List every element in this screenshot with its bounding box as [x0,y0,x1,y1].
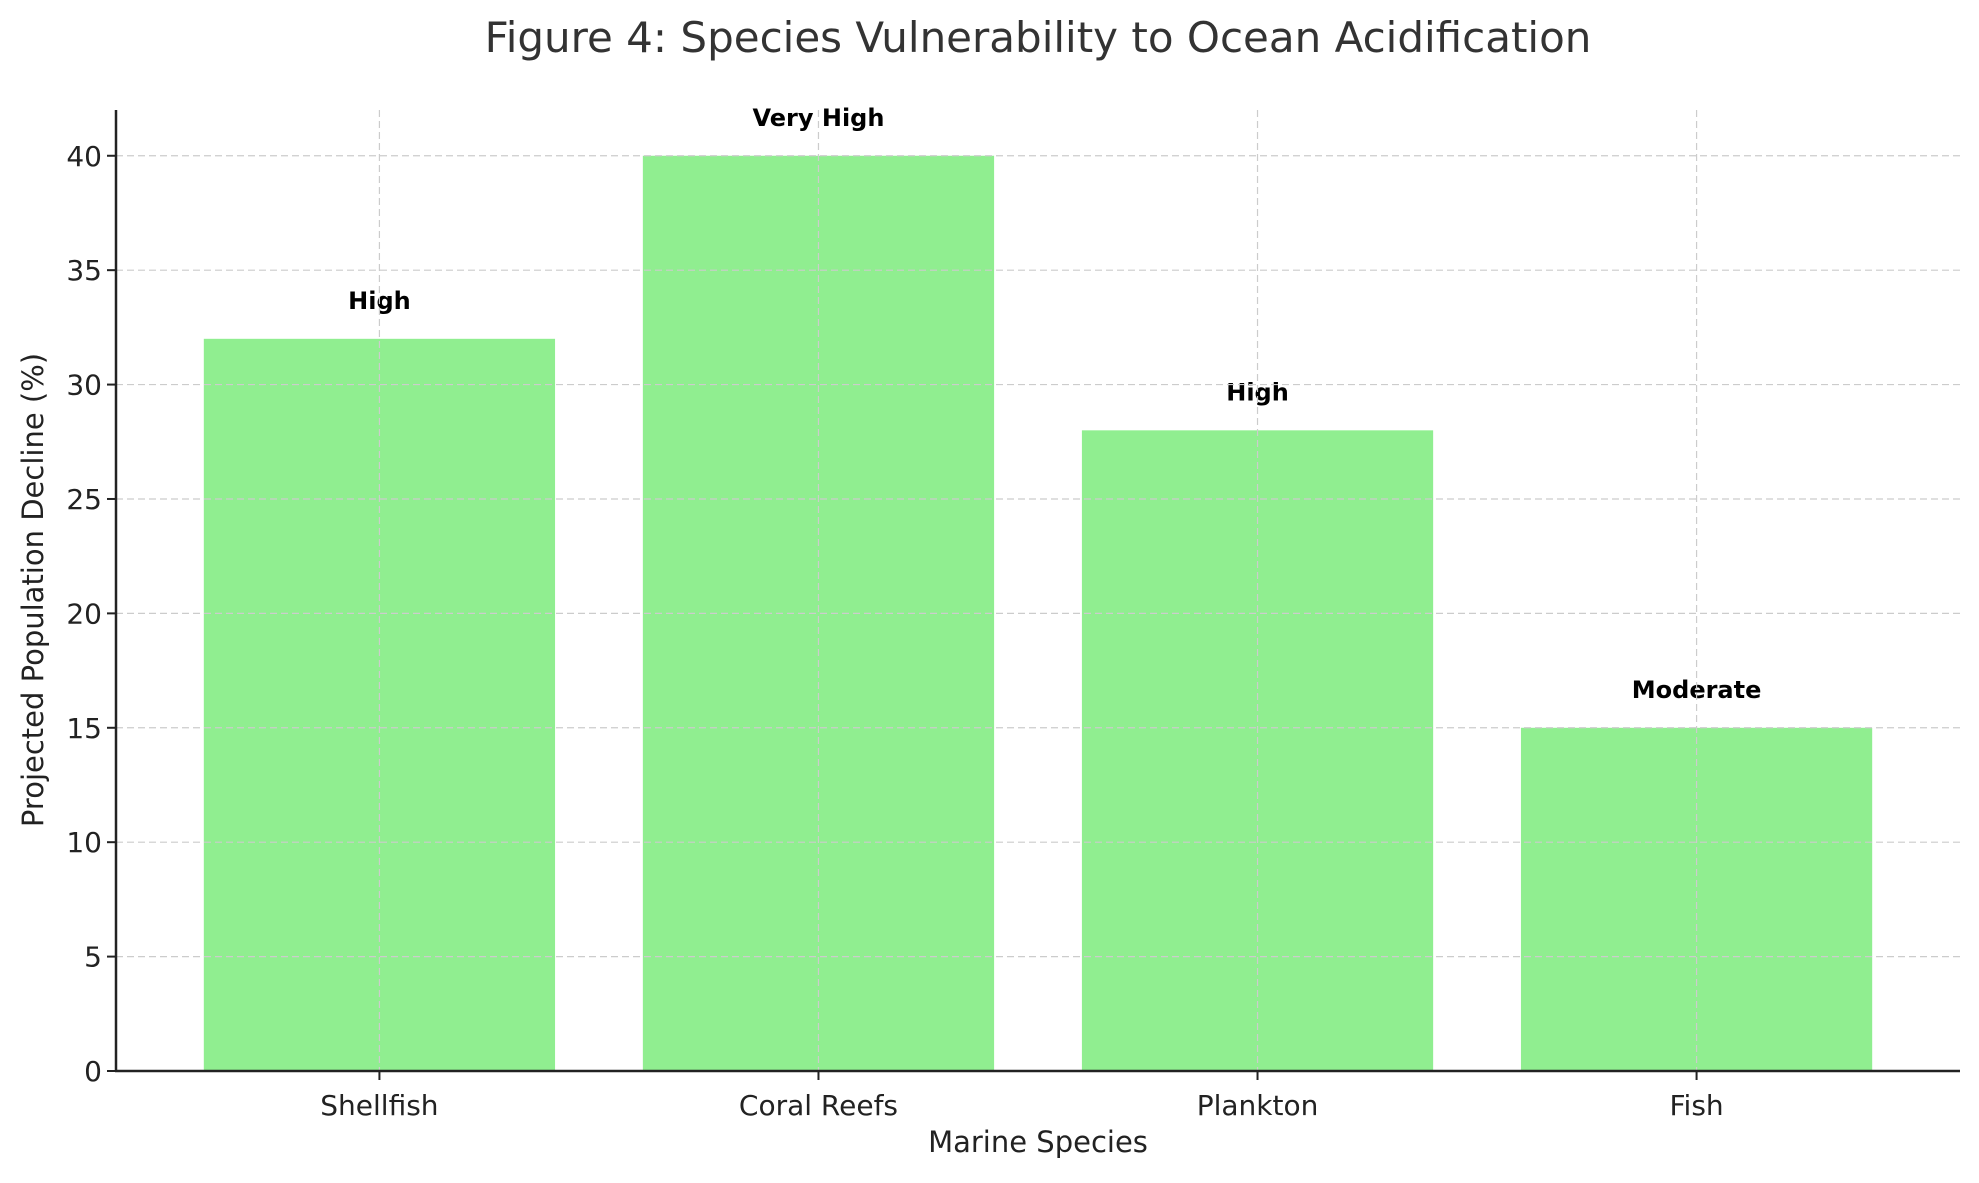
x-tick-label: Coral Reefs [739,1089,898,1122]
axes: 0 5 10 15 20 25 30 35 40 Shellfish Coral Reefs Plan… [66,110,1960,1122]
x-axis-label: Marine Species [928,1125,1148,1159]
chart-title: Figure 4: Species Vulnerability to Ocean… [485,13,1592,62]
y-tick-label: 30 [66,369,102,402]
x-tick-label: Shellfish [320,1089,438,1122]
x-tick-label: Fish [1669,1089,1723,1122]
y-axis-label: Projected Population Decline (%) [16,353,50,827]
y-tick-label: 5 [84,941,102,974]
y-tick-label: 40 [66,140,102,173]
y-tick-label: 35 [66,254,102,287]
y-tick-label: 15 [66,712,102,745]
grid [116,110,1960,1072]
y-tick-label: 20 [66,597,102,630]
bar-fish [1520,727,1873,1071]
y-tick-label: 10 [66,826,102,859]
x-tick-label: Plankton [1197,1089,1319,1122]
y-tick-label: 0 [84,1055,102,1088]
y-tick-label: 25 [66,483,102,516]
